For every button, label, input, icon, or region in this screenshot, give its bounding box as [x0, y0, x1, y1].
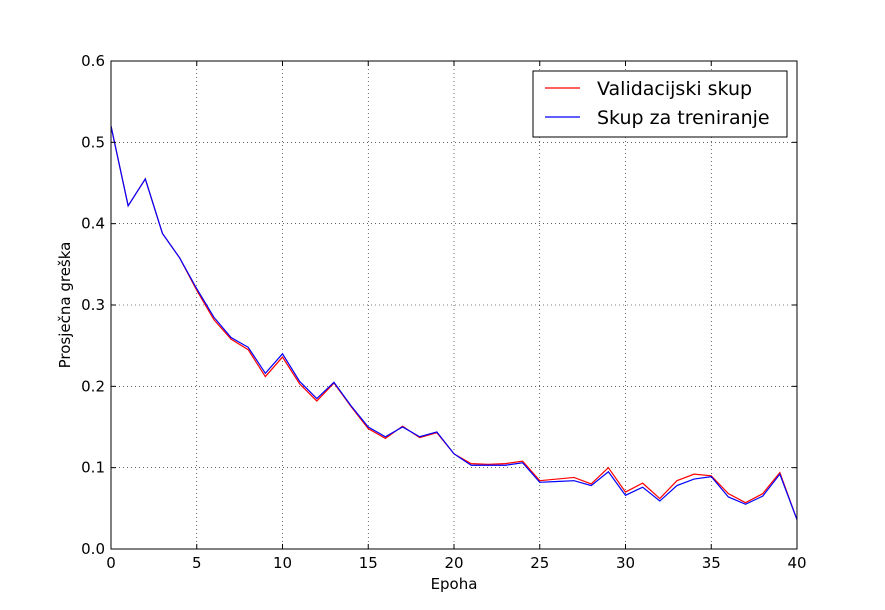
y-axis-label: Prosječna greška [56, 242, 74, 369]
y-tick-label: 0.0 [81, 540, 105, 558]
legend-box [532, 70, 788, 138]
y-tick-label: 0.1 [81, 459, 105, 477]
x-axis-label: Epoha [431, 575, 478, 593]
y-tick-label: 0.5 [81, 133, 105, 151]
legend: Validacijski skup Skup za treniranje [532, 70, 788, 138]
legend-label-treniranje: Skup za treniranje [597, 107, 770, 129]
y-tick-label: 0.6 [81, 52, 105, 70]
x-tick-label: 40 [787, 554, 806, 572]
x-tick-label: 15 [359, 554, 378, 572]
x-tick-label: 25 [530, 554, 549, 572]
y-tick-label: 0.4 [81, 215, 105, 233]
axis-ticks: 0 5 10 15 20 25 30 35 40 0.0 0.1 0.2 0.3 0.4 0.5 0.6 [81, 52, 806, 572]
y-tick-label: 0.3 [81, 296, 105, 314]
x-tick-label: 20 [444, 554, 463, 572]
x-tick-label: 10 [273, 554, 292, 572]
series-line-treniranje [110, 125, 798, 520]
x-tick-label: 0 [106, 554, 116, 572]
series-lines [110, 125, 798, 520]
x-tick-label: 30 [616, 554, 635, 572]
legend-label-validacijski: Validacijski skup [597, 78, 752, 100]
x-tick-label: 5 [192, 554, 202, 572]
x-tick-label: 35 [702, 554, 721, 572]
y-tick-label: 0.2 [81, 377, 105, 395]
